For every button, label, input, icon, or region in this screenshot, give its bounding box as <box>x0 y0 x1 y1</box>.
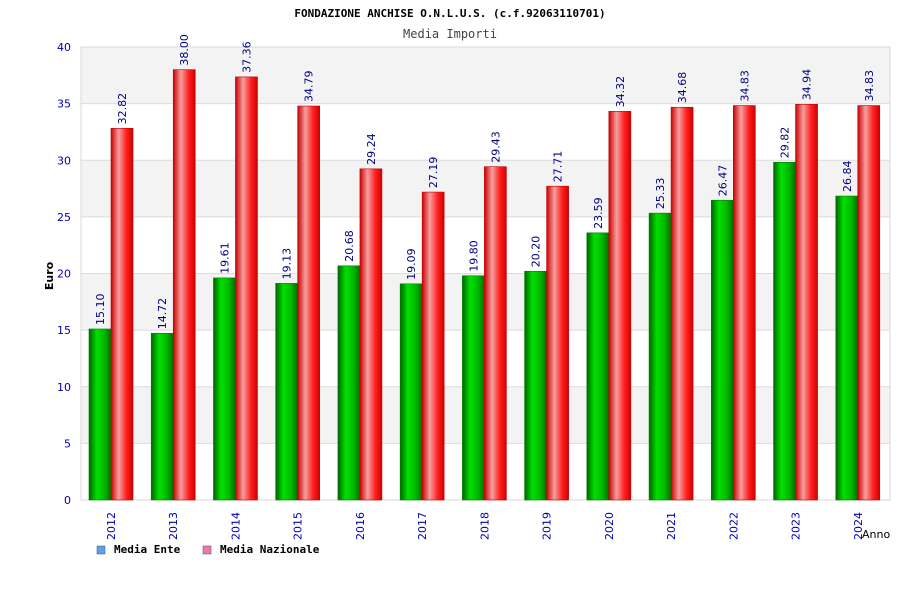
bar-media-ente-2017 <box>399 283 423 501</box>
data-label: 34.79 <box>303 71 316 103</box>
x-tick-label: 2019 <box>541 512 554 540</box>
legend-swatch-media-ente <box>96 545 106 555</box>
data-label: 20.20 <box>530 236 543 268</box>
bar-media-nazionale-2016 <box>359 168 383 501</box>
x-axis-label: Anno <box>862 528 890 541</box>
x-tick-label: 2022 <box>727 512 740 540</box>
bar-media-nazionale-2014 <box>235 76 258 501</box>
data-label: 37.36 <box>240 41 253 73</box>
data-label: 26.84 <box>841 161 854 193</box>
data-label: 34.32 <box>614 76 627 108</box>
bar-media-ente-2021 <box>648 212 672 501</box>
data-label: 38.00 <box>178 34 191 66</box>
bar-media-nazionale-2020 <box>608 111 632 501</box>
data-label: 32.82 <box>116 93 129 125</box>
y-axis: 0 5 10 15 20 25 30 35 40 <box>57 41 71 507</box>
chart-subtitle: Media Importi <box>403 27 497 41</box>
bar-media-nazionale-2018 <box>484 166 507 501</box>
data-label: 26.47 <box>716 165 729 197</box>
bar-media-nazionale-2013 <box>172 69 196 501</box>
x-tick-label: 2015 <box>292 512 305 540</box>
data-label: 19.13 <box>281 248 294 280</box>
legend-swatch-media-nazionale <box>202 545 212 555</box>
data-label: 27.19 <box>427 157 440 189</box>
value-labels: 15.10 32.82 14.72 38.00 19.61 37.36 19.13 34.79… <box>94 34 876 329</box>
data-label: 34.83 <box>738 70 751 102</box>
data-label: 34.94 <box>801 69 814 101</box>
y-tick-label: 0 <box>64 494 71 507</box>
data-label: 20.68 <box>343 230 356 262</box>
y-tick-label: 35 <box>57 98 71 111</box>
grid-band <box>81 47 890 104</box>
data-label: 29.24 <box>365 133 378 165</box>
bar-media-nazionale-2023 <box>795 104 818 501</box>
bar-media-nazionale-2019 <box>546 185 569 501</box>
y-axis-label: Euro <box>43 261 56 290</box>
bar-media-nazionale-2021 <box>670 106 694 501</box>
x-tick-label: 2024 <box>852 512 865 540</box>
bar-media-ente-2019 <box>524 270 547 501</box>
y-tick-label: 40 <box>57 41 71 54</box>
bar-media-ente-2015 <box>275 283 298 501</box>
legend-label-media-ente: Media Ente <box>114 543 181 556</box>
data-label: 27.71 <box>552 151 565 183</box>
bar-media-nazionale-2017 <box>421 191 445 501</box>
y-tick-label: 5 <box>64 437 71 450</box>
grid-band <box>81 103 890 161</box>
bar-media-ente-2020 <box>586 232 610 501</box>
data-label: 34.83 <box>863 70 876 102</box>
x-tick-label: 2020 <box>603 512 616 540</box>
x-tick-label: 2016 <box>354 512 367 540</box>
x-tick-label: 2014 <box>229 512 242 540</box>
y-tick-label: 20 <box>57 268 71 281</box>
bar-media-ente-2016 <box>337 265 361 501</box>
bar-media-ente-2022 <box>711 199 734 501</box>
bar-media-nazionale-2024 <box>857 105 881 501</box>
x-tick-label: 2012 <box>105 512 118 540</box>
bar-media-ente-2018 <box>462 275 485 501</box>
y-tick-label: 25 <box>57 211 71 224</box>
data-label: 23.59 <box>592 197 605 229</box>
bar-media-nazionale-2022 <box>733 105 756 501</box>
data-label: 19.09 <box>405 248 418 280</box>
bar-media-ente-2012 <box>88 328 112 501</box>
data-label: 14.72 <box>156 298 169 330</box>
y-tick-label: 15 <box>57 324 71 337</box>
data-label: 29.43 <box>489 131 502 163</box>
bars-group <box>88 69 881 501</box>
data-label: 19.80 <box>467 240 480 272</box>
chart-title: FONDAZIONE ANCHISE O.N.L.U.S. (c.f.92063… <box>294 7 605 20</box>
legend: Media Ente Media Nazionale <box>96 543 320 556</box>
x-tick-label: 2017 <box>416 512 429 540</box>
data-label: 29.82 <box>779 127 792 159</box>
y-tick-label: 10 <box>57 381 71 394</box>
bar-media-ente-2014 <box>213 277 236 501</box>
data-label: 19.61 <box>218 242 231 274</box>
x-tick-label: 2023 <box>790 512 803 540</box>
bar-media-nazionale-2012 <box>110 128 134 501</box>
x-tick-label: 2021 <box>665 512 678 540</box>
x-axis: 2012 2013 2014 2015 2016 2017 2018 2019 2020 2021… <box>105 512 865 540</box>
data-label: 25.33 <box>654 178 667 210</box>
bar-media-ente-2023 <box>773 161 796 501</box>
bar-media-nazionale-2015 <box>297 105 320 501</box>
y-tick-label: 30 <box>57 154 71 167</box>
data-label: 15.10 <box>94 293 107 325</box>
bar-media-ente-2024 <box>835 195 859 501</box>
x-tick-label: 2018 <box>478 512 491 540</box>
bar-media-ente-2013 <box>150 332 174 501</box>
data-label: 34.68 <box>676 72 689 104</box>
legend-label-media-nazionale: Media Nazionale <box>220 543 320 556</box>
x-tick-label: 2013 <box>167 512 180 540</box>
